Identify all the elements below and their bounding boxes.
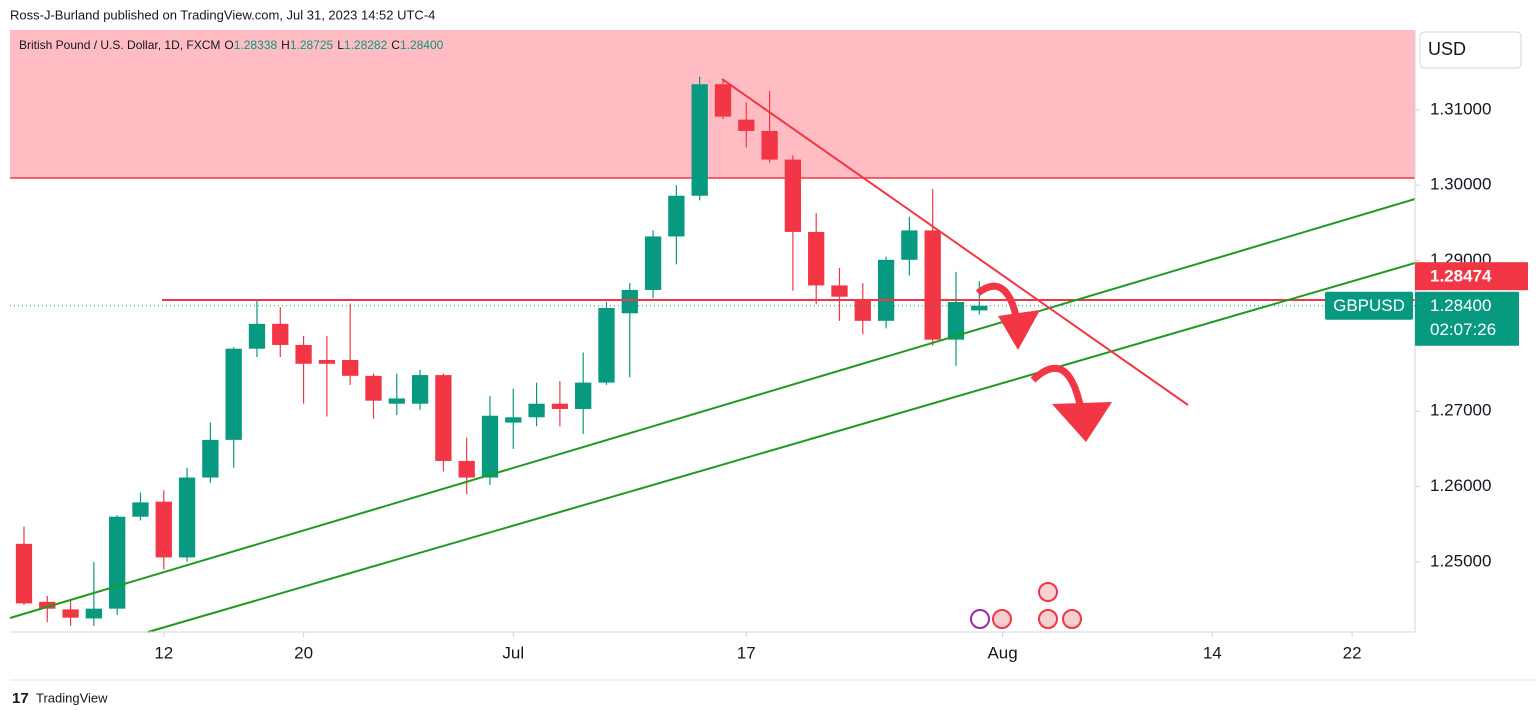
price-tag-label: 1.28400 (1430, 296, 1491, 315)
candle-body (62, 609, 79, 618)
candle-body (202, 439, 219, 478)
candle-body (481, 415, 499, 478)
legend: British Pound / U.S. Dollar, 1D, FXCM O1.… (19, 38, 447, 52)
event-icons (970, 582, 1082, 629)
y-axis-label: USD (1428, 39, 1466, 59)
candle-body (901, 230, 918, 260)
x-tick-label: 14 (1203, 643, 1222, 662)
candle-body (947, 301, 965, 340)
event-icon[interactable] (1062, 609, 1082, 629)
candle-body (318, 360, 336, 364)
event-icon[interactable] (1038, 609, 1058, 629)
candle-body (761, 130, 778, 160)
candle-body (924, 230, 941, 340)
y-tick-label: 1.26000 (1430, 476, 1491, 495)
event-icon[interactable] (970, 609, 990, 629)
candle-body (435, 375, 452, 461)
ohlc-label: O (224, 38, 234, 52)
y-tick-label: 1.30000 (1430, 175, 1491, 194)
candle-body (784, 159, 802, 232)
x-tick-label: 22 (1343, 643, 1362, 662)
candle-body (714, 84, 732, 117)
ohlc-value: 1.28338 (233, 38, 278, 52)
candle-body (505, 417, 522, 423)
candle-body (738, 119, 755, 131)
candle-body (342, 360, 359, 376)
ohlc-item: C1.28400 (391, 38, 443, 52)
candle-body (644, 236, 662, 290)
ohlc-item: H1.28725 (281, 38, 333, 52)
candle-body (365, 375, 382, 401)
candle-body (808, 231, 825, 286)
candle-body (272, 323, 289, 345)
candle-body (551, 403, 569, 409)
candle-body (971, 305, 988, 311)
candle-body (15, 543, 33, 604)
arrow-head (998, 310, 1040, 350)
price-tag-label: 1.28474 (1430, 267, 1492, 286)
candle-body (598, 308, 615, 383)
candle-body (388, 398, 405, 404)
trend-line (147, 262, 1416, 633)
candle-body (132, 502, 149, 517)
candle-body (295, 344, 312, 364)
arrow (1030, 364, 1086, 416)
symbol-tag (1325, 291, 1413, 320)
ohlc-value: 1.28725 (289, 38, 334, 52)
candle-body (877, 259, 895, 321)
candle-body (85, 608, 103, 619)
x-tick-label: 12 (154, 643, 173, 662)
candle-body (621, 289, 638, 314)
price-tag (1415, 262, 1528, 291)
x-tick-label: Aug (987, 643, 1017, 662)
price-tag (1415, 291, 1519, 346)
byline: Ross-J-Burland published on TradingView.… (10, 7, 435, 22)
y-tick-label: 1.31000 (1430, 99, 1491, 118)
candle-body (575, 382, 592, 409)
ohlc-item: O1.28338 (224, 38, 277, 52)
candle-body (39, 601, 56, 609)
x-tick-label: 20 (294, 643, 313, 662)
candle-body (155, 501, 172, 558)
ohlc-label: L (337, 38, 344, 52)
symbol-title: British Pound / U.S. Dollar, 1D, FXCM (19, 38, 221, 52)
ohlc-label: H (281, 38, 290, 52)
ohlc-label: C (391, 38, 400, 52)
y-tick-label: 1.25000 (1430, 551, 1491, 570)
currency-box[interactable] (1419, 31, 1522, 69)
brand: TradingView (36, 690, 108, 705)
trend-line (9, 198, 1416, 619)
candle-body (668, 195, 685, 237)
ohlc-item: L1.28282 (337, 38, 387, 52)
candle-body (854, 299, 871, 321)
ohlc-value: 1.28282 (343, 38, 388, 52)
resistance-zone (10, 30, 1415, 178)
down-trend-line (721, 78, 1189, 406)
candle-body (225, 348, 242, 440)
countdown: 02:07:26 (1430, 320, 1496, 339)
logo: 17 (12, 690, 29, 707)
ohlc-value: 1.28400 (399, 38, 444, 52)
candle-body (109, 516, 126, 609)
event-icon[interactable] (992, 609, 1012, 629)
symbol-tag-label: GBPUSD (1333, 296, 1405, 315)
event-icon[interactable] (1038, 582, 1058, 602)
candle-body (458, 460, 475, 478)
candle-body (411, 375, 429, 404)
y-tick-label: 1.27000 (1430, 401, 1491, 420)
candle-body (178, 477, 196, 558)
arrow-head (1052, 402, 1112, 442)
candle-body (831, 285, 848, 297)
x-tick-label: Jul (502, 643, 524, 662)
candle-body (248, 323, 266, 349)
candle-body (528, 403, 545, 418)
candle-body (691, 84, 708, 196)
x-tick-label: 17 (737, 643, 756, 662)
